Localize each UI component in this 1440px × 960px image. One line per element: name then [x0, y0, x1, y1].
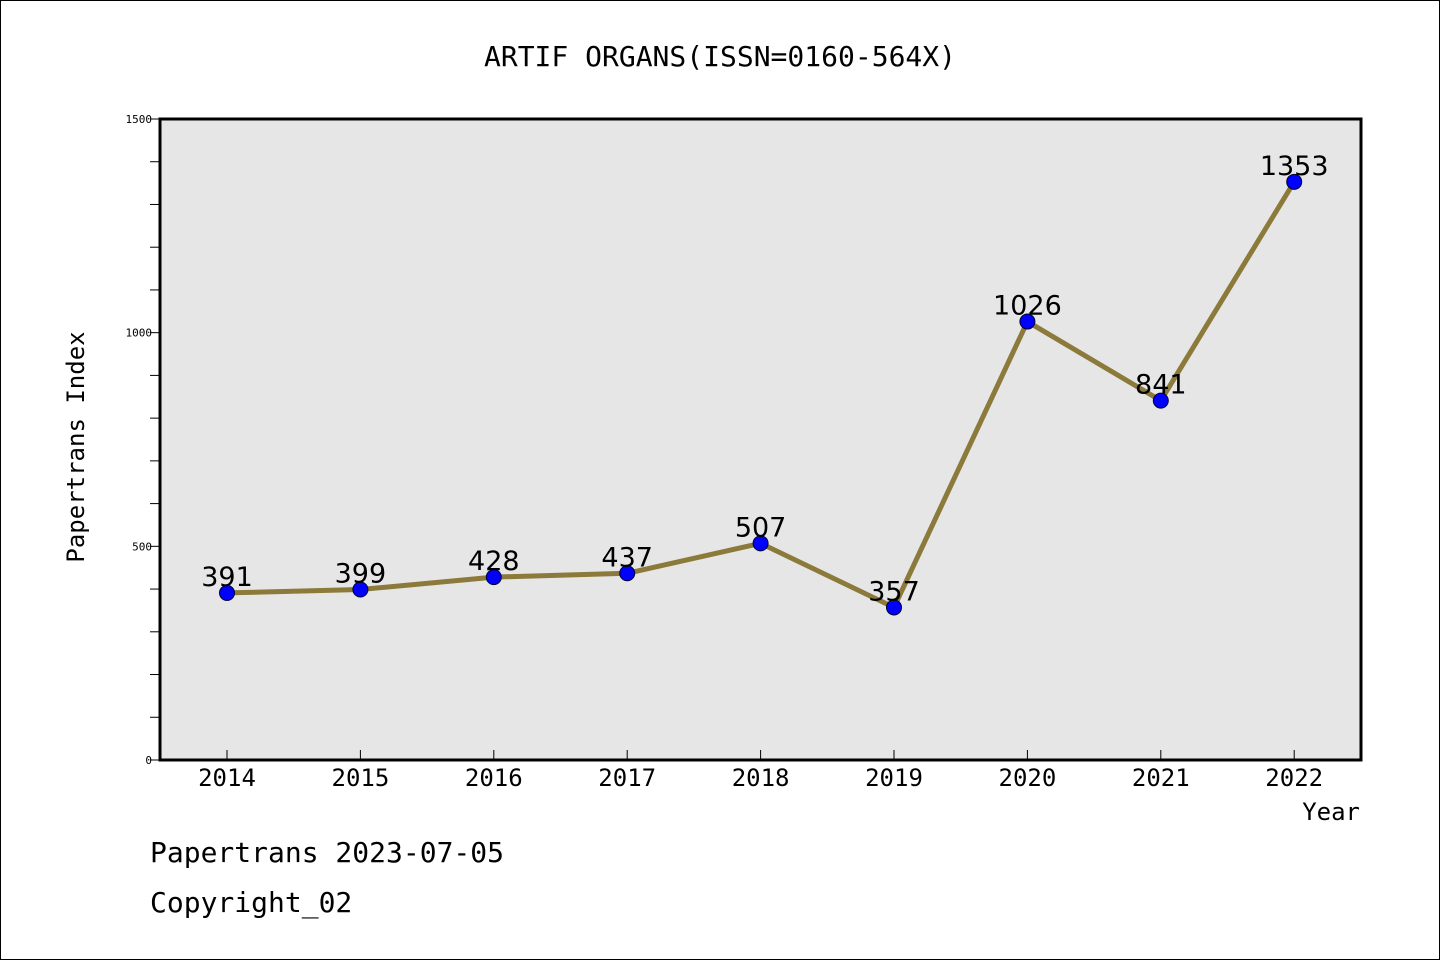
x-tick-label: 2014 — [198, 764, 256, 792]
data-label: 399 — [335, 558, 387, 589]
data-label: 357 — [868, 576, 920, 607]
data-point — [1019, 313, 1036, 330]
x-tick-label: 2017 — [598, 764, 656, 792]
y-axis-label: Papertrans Index — [62, 331, 90, 562]
y-tick-label: 1000 — [126, 327, 153, 340]
data-label: 841 — [1135, 370, 1187, 401]
plot-area — [158, 117, 1363, 762]
data-point — [752, 535, 769, 552]
x-tick-label: 2020 — [999, 764, 1057, 792]
y-tick-label: 500 — [132, 540, 152, 553]
x-axis-label: Year — [1302, 798, 1360, 826]
x-axis: 2014 2015 2016 2017 2018 2019 2020 2021 2022 — [198, 750, 1323, 792]
data-point — [352, 581, 369, 598]
y-tick-label: 0 — [145, 754, 152, 767]
data-point — [619, 565, 636, 582]
data-point — [1286, 173, 1303, 190]
data-label: 391 — [201, 562, 253, 593]
x-tick-label: 2018 — [732, 764, 790, 792]
x-tick-label: 2021 — [1132, 764, 1190, 792]
data-label: 1353 — [1260, 151, 1329, 182]
footer-date: Papertrans 2023-07-05 — [150, 836, 505, 869]
data-label: 507 — [735, 512, 787, 543]
series-layer: 391 399 428 437 507 357 1026 841 1353 — [201, 151, 1329, 616]
x-tick-label: 2022 — [1265, 764, 1323, 792]
chart-title: ARTIF ORGANS(ISSN=0160-564X) — [484, 40, 956, 73]
data-label: 1026 — [993, 291, 1062, 322]
data-point — [886, 599, 902, 616]
x-tick-label: 2019 — [865, 764, 923, 792]
data-label: 437 — [601, 542, 653, 573]
data-label: 428 — [468, 546, 520, 577]
footer-copyright: Copyright_02 — [150, 886, 353, 919]
data-point — [485, 569, 502, 586]
data-point — [1152, 392, 1169, 409]
y-tick-label: 1500 — [126, 113, 153, 126]
data-point — [219, 584, 235, 601]
y-axis: 0 500 1000 1500 — [126, 113, 160, 767]
x-tick-label: 2016 — [465, 764, 523, 792]
x-tick-label: 2015 — [332, 764, 390, 792]
